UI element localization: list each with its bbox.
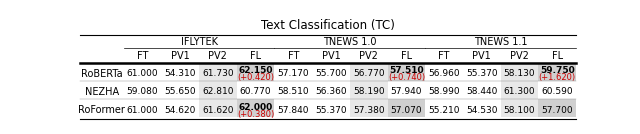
Text: PV2: PV2 [359, 51, 378, 61]
Text: FT: FT [287, 51, 299, 61]
Text: Text Classification (TC): Text Classification (TC) [261, 19, 395, 32]
Text: FT: FT [438, 51, 450, 61]
Text: FT: FT [137, 51, 148, 61]
Text: 61.300: 61.300 [504, 87, 535, 96]
Text: (+0.420): (+0.420) [237, 73, 274, 82]
Bar [350, 81, 387, 99]
Text: 56.360: 56.360 [315, 87, 347, 96]
Text: 58.440: 58.440 [466, 87, 497, 96]
Text: 56.770: 56.770 [353, 69, 385, 78]
Text: PV2: PV2 [510, 51, 529, 61]
Text: PV1: PV1 [322, 51, 340, 61]
Bar [237, 62, 275, 81]
Bar [500, 62, 538, 81]
Text: 62.810: 62.810 [202, 87, 234, 96]
Text: 55.210: 55.210 [428, 106, 460, 115]
Text: TNEWS 1.1: TNEWS 1.1 [474, 37, 527, 47]
Text: FL: FL [401, 51, 412, 61]
Text: 57.940: 57.940 [390, 87, 422, 96]
Text: 58.990: 58.990 [428, 87, 460, 96]
Text: 55.370: 55.370 [315, 106, 347, 115]
Text: 54.620: 54.620 [164, 106, 196, 115]
Text: RoFormer: RoFormer [78, 105, 125, 115]
Text: 54.310: 54.310 [164, 69, 196, 78]
Text: 55.700: 55.700 [315, 69, 347, 78]
Bar [500, 81, 538, 99]
Text: 60.590: 60.590 [541, 87, 573, 96]
Text: FL: FL [250, 51, 261, 61]
Bar [199, 81, 237, 99]
Text: PV1: PV1 [171, 51, 189, 61]
Text: 57.070: 57.070 [390, 106, 422, 115]
Text: 57.170: 57.170 [278, 69, 309, 78]
Bar [538, 99, 576, 117]
Text: 57.510: 57.510 [389, 66, 424, 75]
Bar [237, 99, 275, 117]
Text: 57.840: 57.840 [278, 106, 309, 115]
Bar [500, 99, 538, 117]
Text: 54.530: 54.530 [466, 106, 497, 115]
Bar [199, 62, 237, 81]
Text: IFLYTEK: IFLYTEK [180, 37, 218, 47]
Text: 60.770: 60.770 [240, 87, 271, 96]
Text: 61.620: 61.620 [202, 106, 234, 115]
Text: TNEWS 1.0: TNEWS 1.0 [323, 37, 376, 47]
Text: 58.130: 58.130 [504, 69, 535, 78]
Text: 58.100: 58.100 [504, 106, 535, 115]
Text: FL: FL [552, 51, 563, 61]
Text: 55.650: 55.650 [164, 87, 196, 96]
Text: (+0.380): (+0.380) [237, 110, 274, 119]
Bar [350, 99, 387, 117]
Text: 58.190: 58.190 [353, 87, 385, 96]
Text: 57.700: 57.700 [541, 106, 573, 115]
Bar [350, 62, 387, 81]
Bar [199, 99, 237, 117]
Bar [388, 99, 425, 117]
Text: NEZHA: NEZHA [84, 87, 119, 97]
Text: 59.080: 59.080 [127, 87, 158, 96]
Text: 61.730: 61.730 [202, 69, 234, 78]
Text: 59.750: 59.750 [540, 66, 575, 75]
Bar [388, 62, 425, 81]
Text: 62.000: 62.000 [239, 103, 273, 112]
Text: (+1.620): (+1.620) [539, 73, 576, 82]
Text: PV1: PV1 [472, 51, 491, 61]
Text: 61.000: 61.000 [127, 106, 158, 115]
Text: RoBERTa: RoBERTa [81, 69, 123, 79]
Text: 61.000: 61.000 [127, 69, 158, 78]
Text: 62.150: 62.150 [238, 66, 273, 75]
Text: (+0.740): (+0.740) [388, 73, 425, 82]
Text: 58.510: 58.510 [278, 87, 309, 96]
Text: PV2: PV2 [209, 51, 227, 61]
Text: 56.960: 56.960 [428, 69, 460, 78]
Text: 57.380: 57.380 [353, 106, 385, 115]
Bar [538, 62, 576, 81]
Text: 55.370: 55.370 [466, 69, 497, 78]
